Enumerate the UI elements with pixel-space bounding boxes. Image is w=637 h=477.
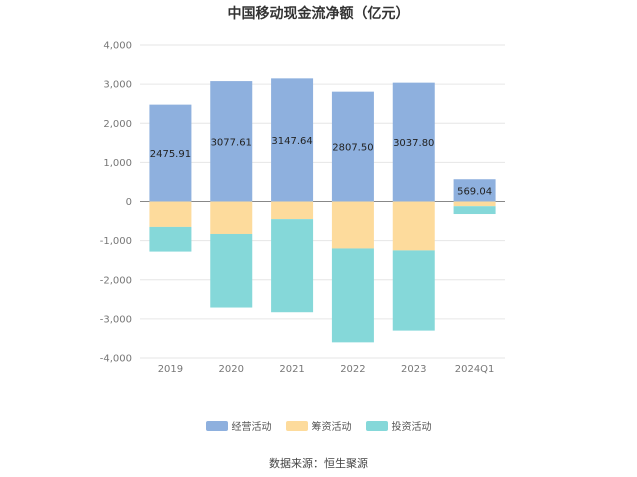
y-tick-label: -3,000 [100, 314, 132, 325]
data-label: 3077.61 [211, 137, 252, 148]
x-tick-label: 2024Q1 [455, 364, 495, 375]
bar-operating [392, 82, 435, 202]
bar-investing [271, 219, 314, 313]
legend-swatch-financing [285, 420, 308, 431]
bar-investing [331, 248, 374, 343]
y-tick-label: 1,000 [103, 158, 132, 169]
bar-operating [210, 81, 253, 202]
x-tick-label: 2022 [340, 364, 365, 375]
x-tick-label: 2019 [158, 364, 183, 375]
data-label: 2807.50 [332, 143, 373, 154]
legend-label-financing: 筹资活动 [311, 422, 352, 433]
y-tick-label: 0 [126, 197, 132, 208]
y-tick-label: 4,000 [103, 41, 132, 52]
data-label: 2475.91 [150, 149, 191, 160]
bar-financing [453, 201, 496, 207]
bar-financing [331, 201, 374, 249]
legend-swatch-operating [205, 420, 228, 431]
chart-title: 中国移动现金流净额（亿元） [227, 6, 410, 22]
x-tick-label: 2021 [279, 364, 304, 375]
x-tick-label: 2023 [401, 364, 426, 375]
bar-operating [453, 179, 496, 202]
bar-investing [392, 250, 435, 331]
x-tick-label: 2020 [219, 364, 244, 375]
bar-operating [149, 104, 192, 202]
chart-legend: 经营活动 筹资活动 投资活动 [0, 418, 637, 433]
data-label: 3147.64 [271, 136, 312, 147]
bar-investing [149, 226, 192, 252]
y-tick-label: -1,000 [100, 236, 132, 247]
legend-item-operating[interactable]: 经营活动 [205, 418, 272, 433]
bar-operating [331, 91, 374, 202]
data-label: 569.04 [457, 186, 492, 197]
legend-swatch-investing [365, 420, 388, 431]
y-tick-label: -2,000 [100, 275, 132, 286]
legend-item-investing[interactable]: 投资活动 [365, 418, 432, 433]
legend-label-investing: 投资活动 [391, 422, 432, 433]
y-tick-label: 2,000 [103, 119, 132, 130]
data-label: 3037.80 [393, 138, 434, 149]
bar-financing [149, 201, 192, 227]
bar-investing [210, 233, 253, 308]
bar-financing [210, 201, 253, 234]
legend-item-financing[interactable]: 筹资活动 [285, 418, 352, 433]
data-source-note: 数据来源：恒生聚源 [269, 457, 368, 470]
bar-financing [271, 201, 314, 220]
bar-operating [271, 78, 314, 202]
y-tick-label: 3,000 [103, 80, 132, 91]
legend-label-operating: 经营活动 [231, 422, 272, 433]
bar-investing [453, 206, 496, 215]
bar-financing [392, 201, 435, 251]
y-tick-label: -4,000 [100, 354, 132, 365]
